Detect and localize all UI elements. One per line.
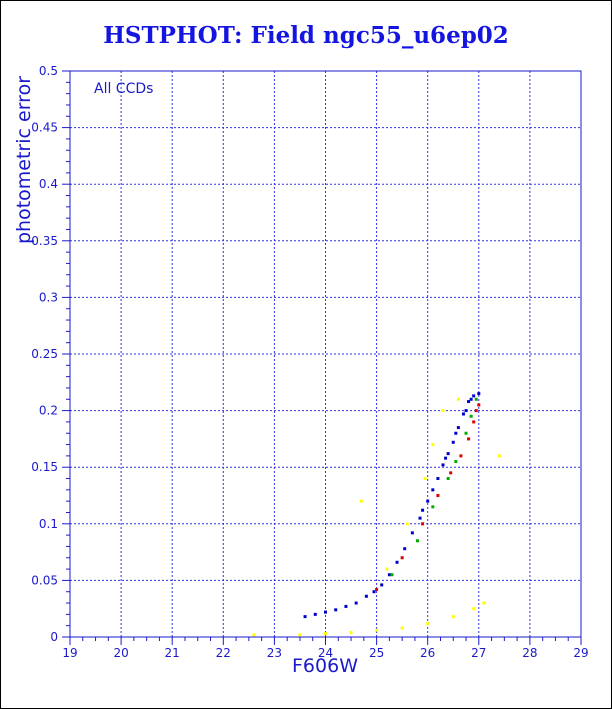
data-point [418,516,422,520]
data-point [454,460,458,464]
y-tick-label: 0.15 [31,460,58,474]
data-point [431,488,435,492]
data-point [410,531,414,535]
data-point [474,409,478,413]
data-point [385,567,389,571]
data-point [313,612,317,616]
data-point [436,494,440,497]
y-tick-label: 0.4 [39,177,58,191]
x-tick-label: 22 [216,646,231,660]
data-point [497,454,501,458]
data-point [400,626,404,630]
annotation-label: All CCDs [94,81,153,97]
y-tick-label: 0.5 [39,64,58,78]
data-point [364,594,368,598]
x-tick-label: 24 [318,646,333,660]
data-point [446,477,450,481]
data-point [421,508,425,512]
x-tick-label: 26 [420,646,435,660]
y-tick-label: 0.1 [39,517,58,531]
y-tick-label: 0 [50,630,58,644]
data-point [477,392,481,396]
data-point [456,397,460,401]
tick-labels: 19 20 21 22 23 24 25 26 27 28 29 0 0.05 0.1 0.15 0.2 0.2… [31,64,588,660]
data-point [423,477,427,481]
data-point [324,610,327,614]
axis-ticks [62,70,582,645]
data-point [467,437,471,441]
data-point [372,590,376,594]
data-point [461,412,465,416]
x-tick-label: 21 [165,646,180,660]
chart-title: HSTPHOT: Field ngc55_u6ep02 [103,22,509,49]
data-points [252,392,501,637]
data-point [431,505,435,509]
data-point [375,587,379,591]
data-point [449,471,453,475]
data-point [349,630,353,634]
x-tick-label: 25 [369,646,384,660]
data-point [344,604,348,608]
data-point [451,440,455,444]
data-point [395,560,399,564]
data-point [426,621,430,625]
data-point [426,499,430,503]
data-point [359,499,363,503]
data-point [456,426,460,430]
data-point [421,522,425,526]
data-point [467,400,471,404]
data-point [298,633,302,637]
y-tick-label: 0.35 [31,234,58,248]
data-point [472,420,476,424]
data-point [415,539,419,543]
data-point [472,394,476,398]
data-point [436,477,440,481]
data-point [387,573,391,577]
data-point [441,409,445,413]
data-point [459,454,463,458]
data-point [469,414,473,418]
x-tick-label: 28 [522,646,537,660]
x-tick-label: 23 [267,646,282,660]
y-tick-label: 0.05 [31,573,58,587]
data-point [405,522,409,526]
y-axis-label: photometric error [13,76,35,244]
data-point [446,452,450,456]
data-point [441,463,445,467]
data-point [354,601,358,605]
x-tick-label: 20 [113,646,128,660]
data-point [451,615,455,619]
data-point [375,628,379,632]
data-point [380,583,384,587]
data-point [469,397,473,401]
y-tick-label: 0.45 [31,121,58,135]
y-tick-label: 0.25 [31,347,58,361]
data-point [334,608,338,612]
data-point [477,403,481,407]
data-point [303,615,307,619]
y-tick-label: 0.2 [39,404,58,418]
data-point [464,409,468,413]
data-point [400,556,404,560]
data-point [403,547,407,551]
data-point [474,397,478,401]
x-tick-label: 19 [62,646,77,660]
x-tick-label: 29 [573,646,588,660]
data-point [390,573,394,577]
data-point [324,632,327,636]
data-point [431,443,435,447]
data-point [444,456,448,460]
x-axis-label: F606W [292,655,358,677]
x-tick-label: 27 [471,646,486,660]
grid-lines [70,71,581,637]
data-point [482,601,486,605]
y-tick-label: 0.3 [39,290,58,304]
data-point [252,633,256,637]
data-point [472,607,476,611]
data-point [464,431,468,435]
data-point [454,431,458,435]
